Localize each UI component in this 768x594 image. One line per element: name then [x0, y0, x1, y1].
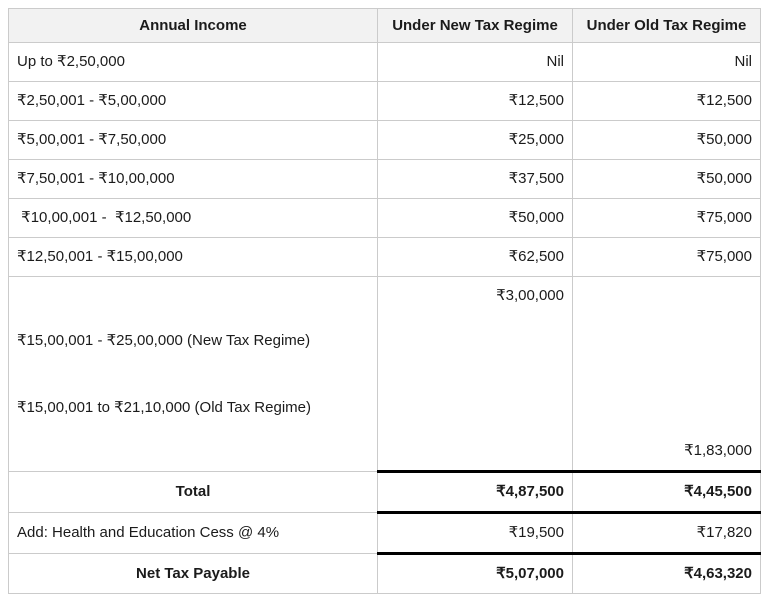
table-row: ₹5,00,001 - ₹7,50,000 ₹25,000 ₹50,000 — [8, 120, 761, 160]
column-header-annual-income: Annual Income — [8, 8, 378, 43]
net-tax-payable-row: Net Tax Payable ₹5,07,000 ₹4,63,320 — [8, 552, 761, 594]
column-header-new-regime: Under New Tax Regime — [377, 8, 573, 43]
income-range-line-old-regime: ₹15,00,001 to ₹21,10,000 (Old Tax Regime… — [17, 399, 311, 416]
new-regime-value: ₹12,500 — [377, 81, 573, 121]
table-row: Up to ₹2,50,000 Nil Nil — [8, 42, 761, 82]
total-old-regime-value: ₹4,45,500 — [572, 470, 761, 514]
net-tax-payable-label: Net Tax Payable — [8, 553, 378, 594]
income-range-line-new-regime: ₹15,00,001 - ₹25,00,000 (New Tax Regime) — [17, 332, 311, 349]
new-regime-value: ₹3,00,000 — [377, 276, 573, 472]
table-row: ₹2,50,001 - ₹5,00,000 ₹12,500 ₹12,500 — [8, 81, 761, 121]
total-row: Total ₹4,87,500 ₹4,45,500 — [8, 470, 761, 514]
table-row: ₹10,00,001 - ₹12,50,000 ₹50,000 ₹75,000 — [8, 198, 761, 238]
cess-old-regime-value: ₹17,820 — [572, 512, 761, 554]
income-range-cell: ₹12,50,001 - ₹15,00,000 — [8, 237, 378, 277]
net-tax-payable-new-regime-value: ₹5,07,000 — [377, 552, 573, 594]
table-row-combined-slab: ₹15,00,001 - ₹25,00,000 (New Tax Regime)… — [8, 276, 761, 472]
table-row: ₹7,50,001 - ₹10,00,000 ₹37,500 ₹50,000 — [8, 159, 761, 199]
new-regime-value: ₹25,000 — [377, 120, 573, 160]
income-range-cell: ₹10,00,001 - ₹12,50,000 — [8, 198, 378, 238]
cess-label: Add: Health and Education Cess @ 4% — [8, 512, 378, 554]
income-range-cell: ₹5,00,001 - ₹7,50,000 — [8, 120, 378, 160]
old-regime-value: ₹50,000 — [572, 120, 761, 160]
old-regime-value: ₹12,500 — [572, 81, 761, 121]
old-regime-value: ₹50,000 — [572, 159, 761, 199]
header-row: Annual Income Under New Tax Regime Under… — [8, 8, 761, 43]
income-range-cell: Up to ₹2,50,000 — [8, 42, 378, 82]
total-new-regime-value: ₹4,87,500 — [377, 470, 573, 514]
new-regime-value: ₹37,500 — [377, 159, 573, 199]
old-regime-value: Nil — [572, 42, 761, 82]
cess-row: Add: Health and Education Cess @ 4% ₹19,… — [8, 512, 761, 554]
income-range-cell: ₹15,00,001 - ₹25,00,000 (New Tax Regime)… — [8, 276, 378, 472]
new-regime-value: ₹62,500 — [377, 237, 573, 277]
old-regime-value: ₹75,000 — [572, 237, 761, 277]
column-header-old-regime: Under Old Tax Regime — [572, 8, 761, 43]
net-tax-payable-old-regime-value: ₹4,63,320 — [572, 552, 761, 594]
tax-comparison-table: Annual Income Under New Tax Regime Under… — [8, 8, 761, 594]
new-regime-value: ₹50,000 — [377, 198, 573, 238]
old-regime-value: ₹1,83,000 — [572, 276, 761, 472]
income-range-cell: ₹2,50,001 - ₹5,00,000 — [8, 81, 378, 121]
old-regime-value: ₹75,000 — [572, 198, 761, 238]
total-label: Total — [8, 471, 378, 513]
income-range-cell: ₹7,50,001 - ₹10,00,000 — [8, 159, 378, 199]
table-row: ₹12,50,001 - ₹15,00,000 ₹62,500 ₹75,000 — [8, 237, 761, 277]
new-regime-value: Nil — [377, 42, 573, 82]
cess-new-regime-value: ₹19,500 — [377, 512, 573, 554]
